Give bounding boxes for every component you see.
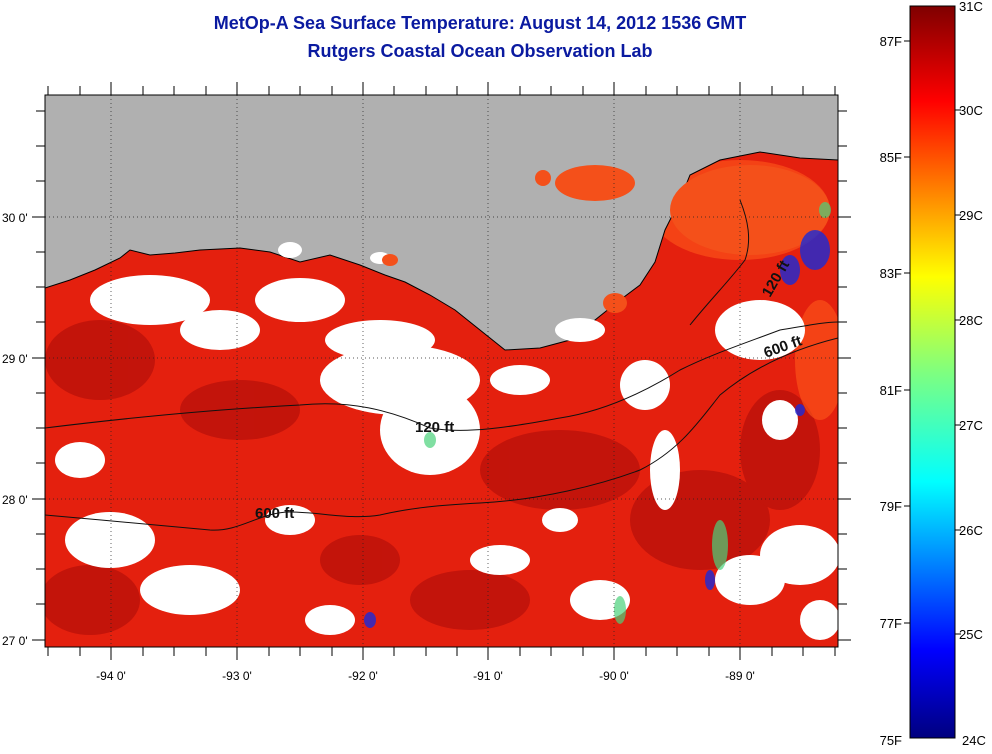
map-subtitle: Rutgers Coastal Ocean Observation Lab [307,41,653,61]
colorbar-c-30: 30C [959,103,983,118]
lon-label-93: -93 0' [222,669,252,683]
colorbar [909,5,956,739]
colorbar-f-79: 79F [880,499,902,514]
colorbar-c-28: 28C [959,313,983,328]
colorbar-f-87: 87F [880,34,902,49]
lon-label-89: -89 0' [725,669,755,683]
map-area [45,95,838,647]
map-frame [44,94,839,648]
lon-label-91: -91 0' [473,669,503,683]
lat-label-28: 28 0' [2,493,28,507]
colorbar-c-29: 29C [959,208,983,223]
contour-label-120ft: 120 ft [415,419,454,436]
lat-label-29: 29 0' [2,352,28,366]
colorbar-c-26: 26C [959,523,983,538]
colorbar-c-24: 24C [962,733,986,748]
contour-label-600ft: 600 ft [255,505,294,522]
lon-label-94: -94 0' [96,669,126,683]
lon-label-90: -90 0' [599,669,629,683]
map-title: MetOp-A Sea Surface Temperature: August … [213,13,747,33]
lat-label-27: 27 0' [2,634,28,648]
colorbar-f-75: 75F [880,733,902,748]
colorbar-f-77: 77F [880,616,902,631]
contour-600ft [45,337,838,531]
cool-patches [364,230,830,628]
colorbar-f-81: 81F [880,383,902,398]
graticule [45,95,838,647]
warm-patches [45,320,820,635]
colorbar-ticks [904,40,961,635]
land-mass [45,95,838,350]
cloud-mask [55,242,838,640]
colorbar-c-27: 27C [959,418,983,433]
green-patches [424,202,831,624]
contour-120ft [45,321,838,431]
colorbar-c-25: 25C [959,627,983,642]
colorbar-f-85: 85F [880,150,902,165]
lat-label-30: 30 0' [2,211,28,225]
lon-label-92: -92 0' [348,669,378,683]
inland-water [382,165,830,313]
colorbar-c-31: 31C [959,0,983,14]
colorbar-f-83: 83F [880,266,902,281]
axis-ticks [32,82,851,660]
